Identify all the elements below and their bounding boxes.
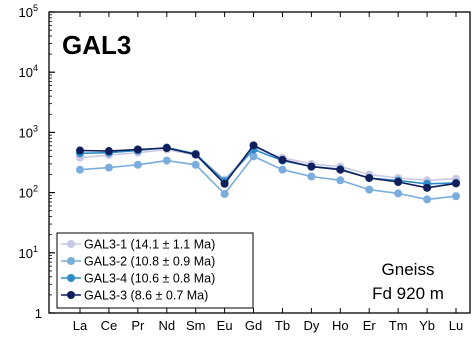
data-point bbox=[452, 192, 460, 201]
legend-swatch-marker bbox=[67, 240, 75, 248]
x-tick-label-lu: Lu bbox=[449, 318, 463, 333]
data-point bbox=[278, 155, 287, 164]
legend-box bbox=[56, 232, 254, 309]
x-tick-label-er: Er bbox=[363, 318, 377, 333]
x-tick-label-ce: Ce bbox=[101, 318, 118, 333]
x-tick-label-gd: Gd bbox=[245, 318, 262, 333]
y-tick-exponent: 4 bbox=[33, 63, 38, 73]
series-line-4 bbox=[79, 144, 457, 189]
y-tick-label: 10 bbox=[19, 125, 33, 140]
data-point bbox=[220, 179, 229, 188]
legend-swatch-marker bbox=[67, 291, 75, 299]
data-point bbox=[162, 144, 171, 153]
y-tick-exponent: 2 bbox=[33, 184, 38, 194]
series-line-2 bbox=[79, 155, 457, 201]
y-tick-label: 10 bbox=[19, 246, 33, 261]
y-tick-label: 10 bbox=[19, 186, 33, 201]
plot-frame bbox=[48, 11, 471, 314]
legend-entry-4: GAL3-3 (8.6 ± 0.7 Ma) bbox=[84, 289, 208, 303]
data-point bbox=[162, 156, 171, 165]
x-tick-label-ho: Ho bbox=[332, 318, 349, 333]
annotation-rock-type: Gneiss bbox=[382, 260, 435, 279]
x-tick-label-la: La bbox=[73, 318, 88, 333]
x-tick-label-nd: Nd bbox=[158, 318, 175, 333]
data-point bbox=[220, 189, 229, 198]
y-tick-label: 1 bbox=[35, 306, 42, 321]
data-point bbox=[278, 165, 287, 174]
legend-entry-2: GAL3-2 (10.8 ± 0.9 Ma) bbox=[84, 255, 215, 269]
data-point bbox=[249, 141, 258, 150]
data-point bbox=[104, 147, 113, 156]
y-tick-exponent: 1 bbox=[33, 244, 38, 254]
x-tick-label-sm: Sm bbox=[186, 318, 206, 333]
data-point bbox=[133, 160, 142, 169]
y-tick-label: 10 bbox=[19, 5, 33, 20]
y-tick-exponent: 3 bbox=[33, 123, 38, 133]
y-tick-exponent: 5 bbox=[33, 3, 38, 13]
x-tick-label-tb: Tb bbox=[275, 318, 290, 333]
data-point bbox=[365, 185, 374, 194]
data-point bbox=[249, 152, 258, 161]
data-point bbox=[191, 160, 200, 169]
data-point bbox=[423, 195, 432, 204]
chart-title: GAL3 bbox=[62, 30, 131, 60]
data-point bbox=[191, 150, 200, 159]
x-tick-label-pr: Pr bbox=[131, 318, 145, 333]
data-point bbox=[307, 162, 316, 171]
data-point bbox=[133, 145, 142, 154]
annotation-depth: Fd 920 m bbox=[372, 284, 444, 303]
data-point bbox=[336, 165, 345, 174]
data-point bbox=[452, 179, 460, 188]
legend-entry-1: GAL3-1 (14.1 ± 1.1 Ma) bbox=[84, 238, 215, 252]
data-point bbox=[394, 189, 403, 198]
x-tick-label-eu: Eu bbox=[217, 318, 233, 333]
legend-entry-3: GAL3-4 (10.6 ± 0.8 Ma) bbox=[84, 272, 215, 286]
data-point bbox=[394, 177, 403, 186]
legend-swatch-marker bbox=[67, 257, 75, 265]
data-point bbox=[104, 163, 113, 172]
data-point bbox=[423, 183, 432, 192]
x-tick-label-dy: Dy bbox=[303, 318, 319, 333]
x-tick-label-yb: Yb bbox=[419, 318, 435, 333]
data-point bbox=[76, 146, 84, 155]
x-tick-label-tm: Tm bbox=[389, 318, 408, 333]
data-point bbox=[76, 165, 84, 174]
legend: GAL3-1 (14.1 ± 1.1 Ma) GAL3-2 (10.8 ± 0.9… bbox=[56, 232, 254, 309]
data-point bbox=[336, 176, 345, 185]
data-point bbox=[307, 172, 316, 181]
legend-swatch-marker bbox=[67, 274, 75, 282]
y-tick-label: 10 bbox=[19, 65, 33, 80]
data-point bbox=[365, 173, 374, 182]
series-layer bbox=[76, 141, 460, 204]
